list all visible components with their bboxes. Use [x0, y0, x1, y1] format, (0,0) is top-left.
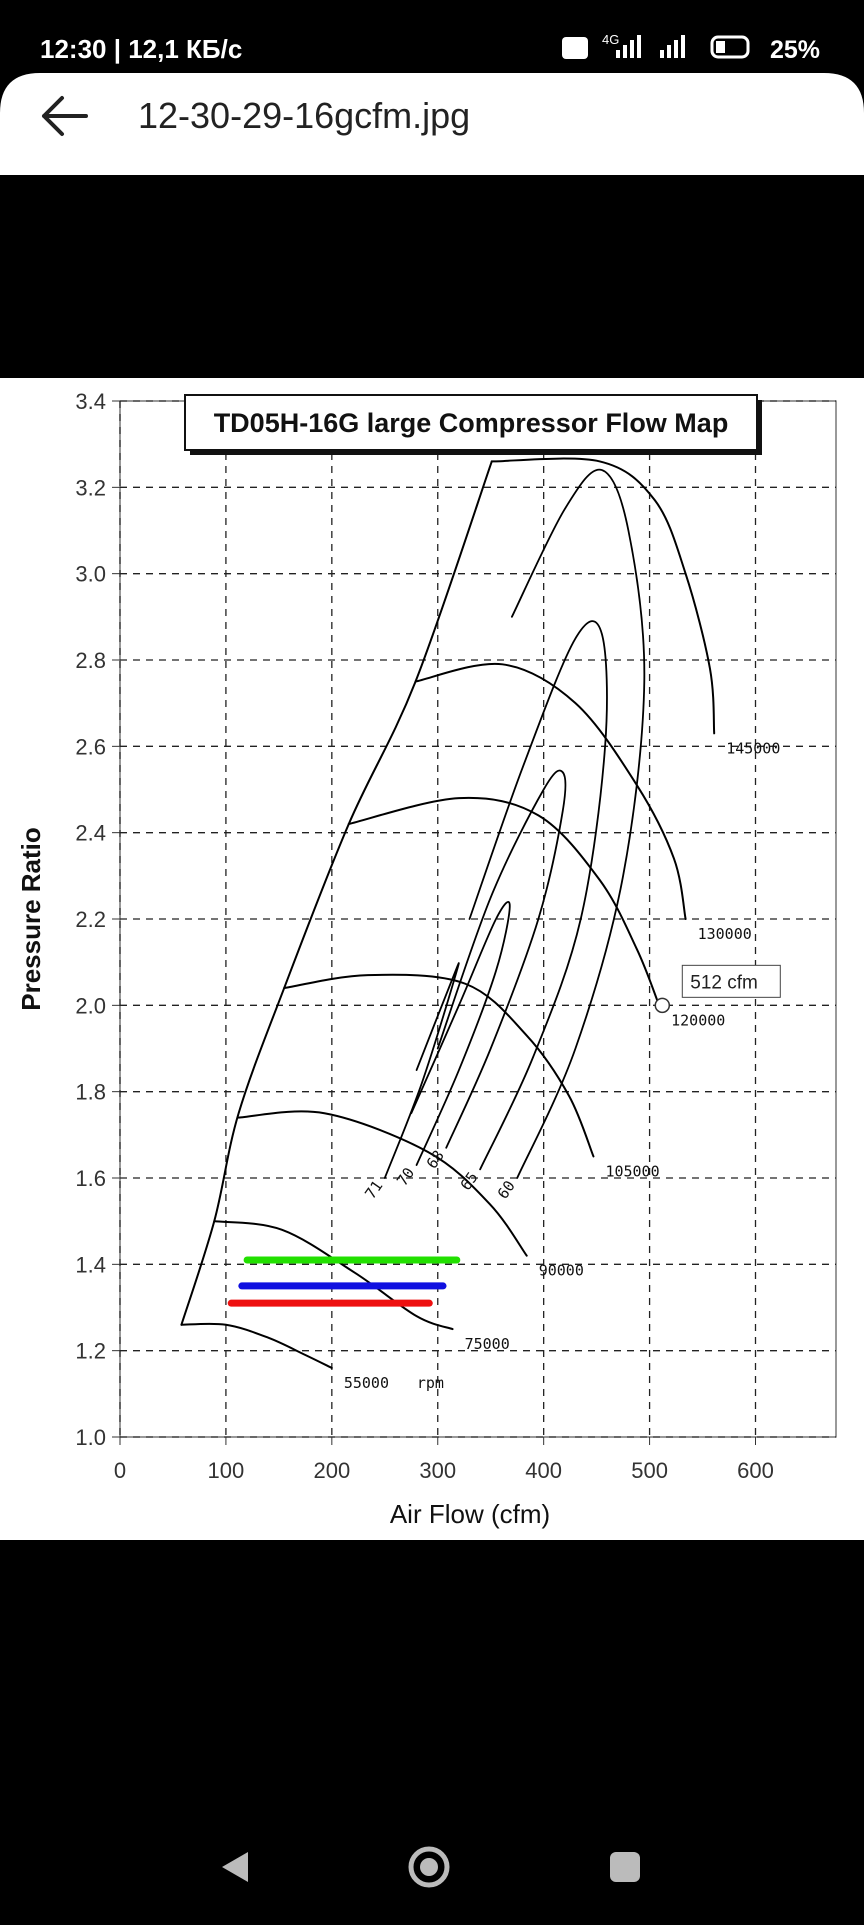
y-tick-label: 1.2 — [75, 1339, 106, 1364]
y-tick-label: 1.8 — [75, 1080, 106, 1105]
speed-label: 90000 — [539, 1262, 584, 1280]
x-tick-label: 100 — [208, 1458, 245, 1483]
efficiency-island — [383, 962, 460, 1179]
y-tick-label: 3.2 — [75, 475, 106, 500]
efficiency-island — [468, 620, 608, 1171]
nav-recents[interactable] — [610, 1852, 640, 1882]
point-label: 512 cfm — [690, 972, 758, 993]
speed-label: 75000 — [465, 1335, 510, 1353]
efficiency-island — [510, 468, 646, 1179]
speed-line — [490, 457, 716, 735]
nav-home[interactable] — [408, 1846, 450, 1888]
speed-line — [414, 662, 687, 920]
speed-line — [180, 1322, 333, 1369]
chart: Air Flow (cfm) Pressure Ratio 1.0 1.2 1.4 1… — [16, 389, 837, 1529]
y-tick-label: 1.6 — [75, 1166, 106, 1191]
x-tick-label: 500 — [631, 1458, 668, 1483]
y-tick-label: 3.0 — [75, 562, 106, 587]
y-tick-label: 2.6 — [75, 734, 106, 759]
network-label: 4G — [602, 32, 619, 47]
speed-label: 130000 — [698, 925, 752, 943]
status-time: 12:30 | 12,1 КБ/с — [40, 34, 242, 64]
y-tick-label: 2.4 — [75, 821, 106, 846]
speed-label: 55000 — [344, 1374, 389, 1392]
y-tick-label: 1.0 — [75, 1425, 106, 1450]
speed-label: 105000 — [605, 1162, 659, 1180]
speed-unit: rpm — [417, 1374, 444, 1392]
y-tick-label: 1.4 — [75, 1252, 106, 1277]
y-tick-label: 2.0 — [75, 993, 106, 1018]
x-tick-label: 200 — [313, 1458, 350, 1483]
status-icons: 4G 25% — [562, 32, 820, 64]
speed-line — [237, 1110, 528, 1257]
nav-bar — [222, 1846, 640, 1888]
x-tick-label: 0 — [114, 1458, 126, 1483]
speed-label: 145000 — [726, 739, 780, 757]
y-axis-title: Pressure Ratio — [16, 827, 46, 1011]
back-button[interactable] — [42, 96, 88, 136]
y-tick-label: 2.2 — [75, 907, 106, 932]
surge-line — [180, 460, 493, 1326]
x-tick-label: 300 — [419, 1458, 456, 1483]
title-box — [184, 394, 758, 451]
y-tick-label: 2.8 — [75, 648, 106, 673]
image-background — [0, 378, 864, 1540]
operating-point — [654, 997, 671, 1014]
file-name: 12-30-29-16gcfm.jpg — [138, 95, 470, 136]
x-axis-title: Air Flow (cfm) — [390, 1499, 550, 1529]
speed-line — [283, 973, 595, 1158]
speed-line — [213, 1220, 454, 1331]
speed-label: 120000 — [671, 1011, 725, 1029]
x-tick-label: 400 — [525, 1458, 562, 1483]
chart-title: TD05H-16G large Compressor Flow Map — [214, 408, 729, 438]
y-tick-label: 3.4 — [75, 389, 106, 414]
efficiency-island — [410, 901, 511, 1166]
battery-level: 25% — [770, 36, 820, 64]
x-tick-label: 600 — [737, 1458, 774, 1483]
efficiency-island — [436, 769, 567, 1149]
header-bar — [0, 73, 864, 175]
nav-back[interactable] — [222, 1852, 248, 1882]
point-label-box — [681, 964, 781, 998]
